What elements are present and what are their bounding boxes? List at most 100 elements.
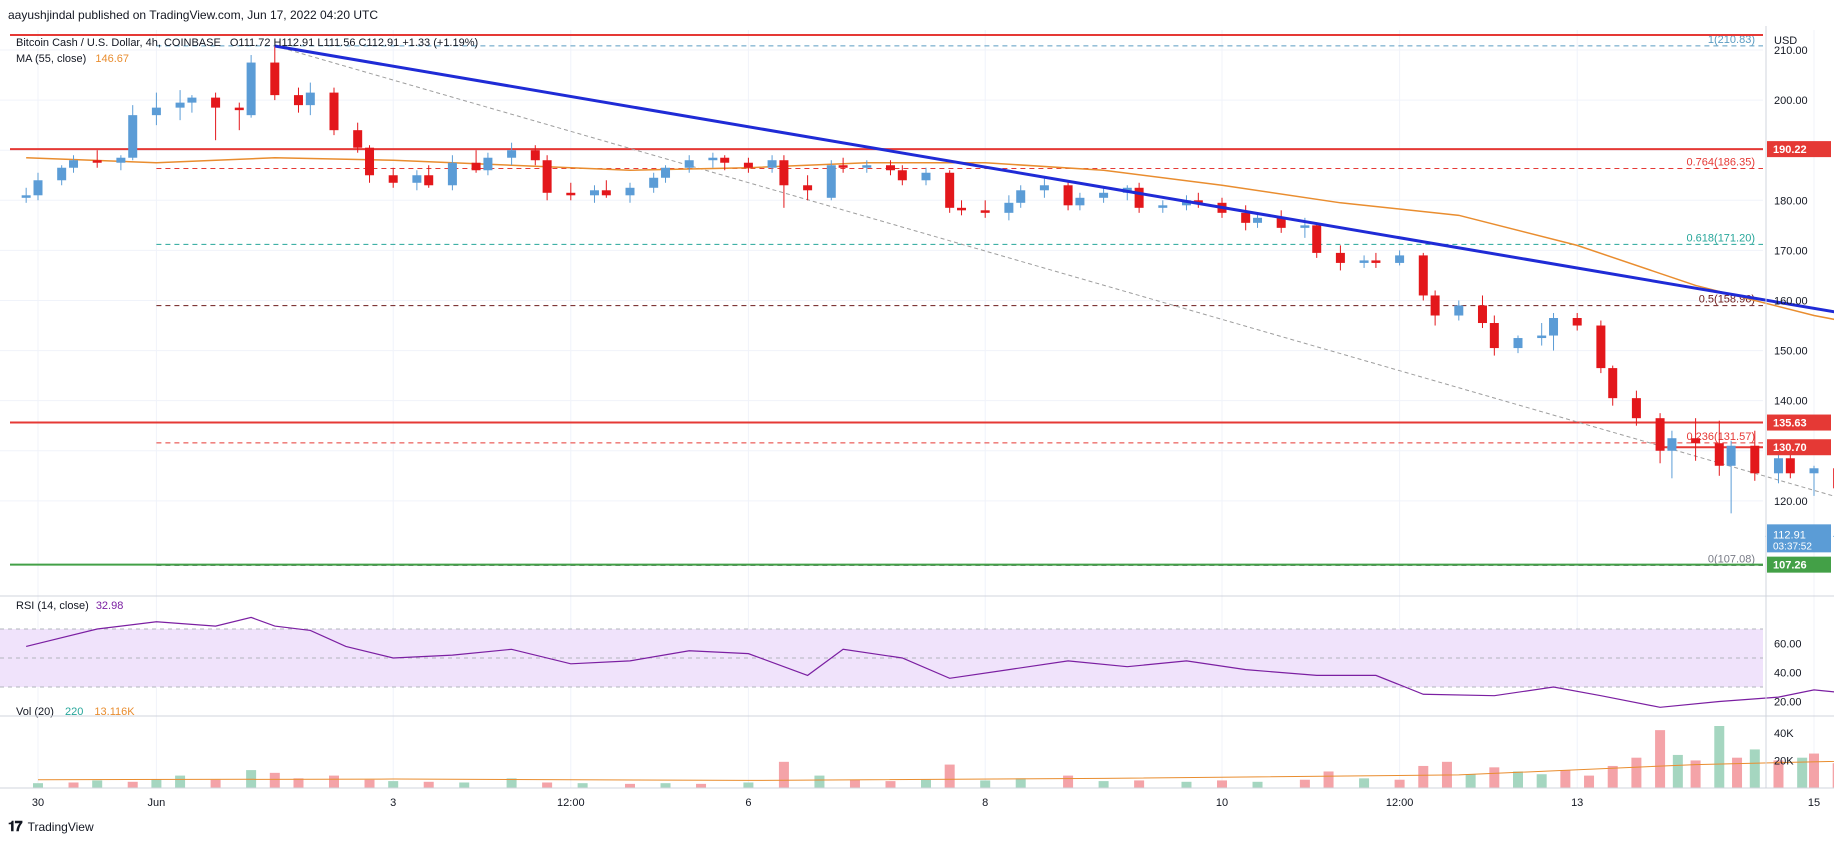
candle-body	[1714, 443, 1724, 466]
volume-bar	[151, 779, 162, 788]
candle-body	[767, 160, 777, 168]
candle-body	[1099, 192, 1109, 198]
candle-body	[151, 107, 161, 116]
volume-bar	[1749, 749, 1760, 788]
volume-bar	[542, 782, 553, 788]
fib-level-label: 0.618(171.20)	[1687, 232, 1756, 244]
candle-body	[69, 160, 79, 168]
candle-body	[187, 97, 197, 103]
candle-body	[708, 157, 718, 161]
candle-body	[270, 62, 280, 96]
currency-label: USD	[1774, 35, 1797, 47]
candle-body	[720, 157, 730, 163]
volume-bar	[1299, 779, 1310, 788]
candle-body	[1655, 418, 1665, 451]
volume-bar	[364, 779, 375, 788]
candle-body	[1134, 187, 1144, 208]
candle-body	[57, 167, 67, 181]
volume-bar	[1690, 760, 1701, 788]
volume-bar	[696, 783, 707, 788]
candle-body	[1631, 398, 1641, 419]
price-badge	[1767, 414, 1831, 431]
rsi-tick-label: 20.00	[1774, 697, 1802, 709]
candle-body	[1477, 305, 1487, 324]
candle-body	[1004, 202, 1014, 213]
candle-body	[1691, 438, 1701, 444]
volume-bar	[269, 772, 280, 788]
volume-bar	[388, 781, 399, 788]
volume-bar	[1359, 778, 1370, 788]
volume-bar	[1631, 757, 1642, 788]
volume-legend: Vol (20) 220 13.116K	[16, 706, 135, 718]
fib-level-label: 0.764(186.35)	[1687, 156, 1756, 168]
candle-body	[1241, 212, 1251, 223]
volume-bar	[885, 781, 896, 788]
volume-bar	[1098, 781, 1109, 788]
price-tick-label: 150.00	[1774, 346, 1808, 358]
candle-body	[1750, 445, 1760, 474]
candle-body	[921, 172, 931, 181]
volume-bar	[423, 781, 434, 788]
candle-body	[1454, 305, 1464, 316]
rsi-guides	[0, 628, 1763, 688]
candle-body	[128, 115, 138, 158]
candle-body	[1016, 190, 1026, 203]
volume-bar	[1809, 753, 1819, 788]
price-chart[interactable]: 1(210.83)0.764(186.35)0.618(171.20)0.5(1…	[0, 26, 1834, 816]
volume-tick-label: 20K	[1774, 755, 1794, 767]
candle-body	[1063, 185, 1073, 206]
volume-bar	[921, 779, 931, 788]
candle-body	[601, 190, 611, 196]
volume-bar	[33, 783, 43, 788]
volume-bar	[1513, 771, 1523, 788]
volume-bar	[778, 761, 789, 788]
price-badge-label: 135.63	[1773, 418, 1807, 430]
price-badge	[1767, 439, 1831, 456]
candle-body	[234, 107, 244, 111]
candle-body	[92, 160, 102, 163]
volume-bar	[1418, 765, 1429, 788]
candle-body	[1430, 295, 1440, 316]
volume-bar	[175, 775, 186, 788]
price-tick-label: 180.00	[1774, 195, 1808, 207]
volume-bar	[1536, 774, 1547, 788]
time-tick-label: 12:00	[557, 797, 585, 809]
price-tick-label: 160.00	[1774, 295, 1808, 307]
candle-body	[1785, 458, 1795, 474]
candle-body	[293, 95, 303, 106]
last-price-countdown: 03:37:52	[1773, 541, 1812, 552]
candle-body	[1335, 252, 1345, 263]
time-tick-label: 15	[1808, 797, 1820, 809]
volume-bar	[329, 775, 339, 788]
moving-average-line	[26, 156, 1834, 321]
candle-body	[1312, 225, 1322, 253]
volume-bar	[1465, 774, 1476, 788]
time-tick-label: 6	[745, 797, 751, 809]
volume-bar	[1015, 778, 1026, 788]
time-tick-label: 13	[1571, 797, 1583, 809]
candle-body	[862, 165, 872, 168]
volume-bar	[1714, 726, 1725, 788]
footer-brand[interactable]: 𝟏𝟕 TradingView	[8, 818, 94, 835]
fibonacci-levels[interactable]: 1(210.83)0.764(186.35)0.618(171.20)0.5(1…	[156, 34, 1763, 567]
descending-trendline[interactable]	[274, 44, 1834, 393]
candle-body	[885, 165, 895, 171]
price-axis[interactable]: 120.00130.00140.00150.00160.00170.00180.…	[1774, 45, 1808, 508]
candle-body	[1193, 200, 1203, 203]
volume-bar	[1797, 757, 1808, 788]
volume-bar	[1217, 780, 1227, 788]
candle-body	[483, 157, 493, 171]
time-tick-label: 12:00	[1386, 797, 1414, 809]
candle-body	[447, 162, 457, 186]
fib-swing-line	[274, 45, 1834, 497]
volume-bar	[849, 779, 860, 788]
publisher-line: aayushjindal published on TradingView.co…	[8, 8, 379, 22]
candle-body	[305, 92, 315, 106]
rsi-tick-label: 60.00	[1774, 639, 1802, 651]
volume-bar	[1584, 775, 1595, 788]
fib-level-label: 1(210.83)	[1708, 34, 1755, 46]
candle-body	[1300, 225, 1310, 228]
horizontal-levels[interactable]	[10, 34, 1763, 566]
volume-bar	[1323, 771, 1334, 788]
